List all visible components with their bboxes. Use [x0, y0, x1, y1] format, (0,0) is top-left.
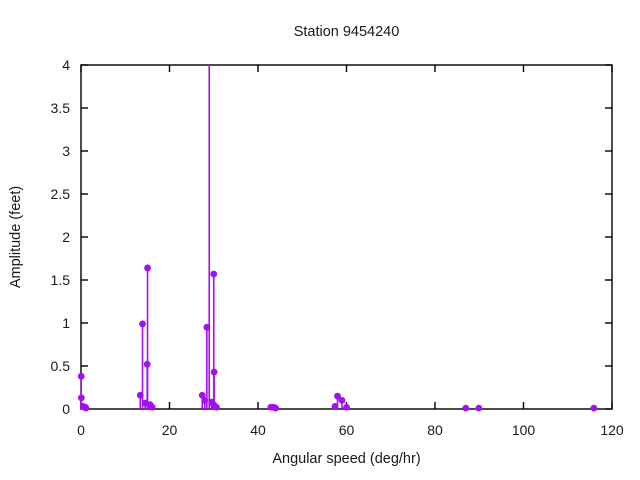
data-point	[338, 397, 346, 404]
plot-content: 0 20 40 60 80 100 120 0 0.5 1 1.5 2 2.5 3 3.5 4	[51, 57, 624, 438]
data-point	[144, 264, 151, 272]
data-point	[77, 394, 85, 402]
data-point	[198, 391, 206, 399]
y-tick-label: 2.5	[51, 186, 71, 202]
x-tick-label: 60	[339, 422, 355, 438]
x-tick-label: 120	[600, 422, 624, 438]
y-tick-label: 4	[62, 57, 70, 73]
data-point	[343, 403, 350, 411]
data-point	[77, 372, 85, 380]
y-tick-label: 1	[62, 315, 70, 331]
x-tick-label: 40	[250, 422, 266, 438]
y-tick-label: 0.5	[51, 358, 71, 374]
data-point	[590, 404, 598, 412]
x-axis-label: Angular speed (deg/hr)	[272, 451, 420, 467]
x-tick-label: 100	[512, 422, 536, 438]
data-point	[334, 392, 341, 400]
data-point	[475, 404, 483, 412]
y-tick-label: 3.5	[51, 100, 71, 116]
y-axis-label: Amplitude (feet)	[8, 186, 24, 288]
x-tick-label: 0	[77, 422, 85, 438]
x-tick-label: 80	[427, 422, 443, 438]
data-point	[272, 404, 280, 412]
y-tick-label: 2	[62, 229, 70, 245]
plot-border	[80, 64, 613, 410]
data-point	[210, 270, 218, 278]
data-point	[139, 320, 146, 328]
y-tick-label: 3	[62, 143, 70, 159]
data-point	[331, 403, 339, 410]
data-point	[462, 404, 470, 412]
data-point	[148, 403, 156, 411]
y-tick-label: 0	[62, 401, 70, 417]
data-point	[82, 404, 90, 412]
chart-title: Station 9454240	[294, 24, 400, 40]
x-tick-label: 20	[162, 422, 178, 438]
data-point	[213, 403, 220, 411]
y-tick-label: 1.5	[51, 272, 71, 288]
data-point	[210, 368, 218, 376]
